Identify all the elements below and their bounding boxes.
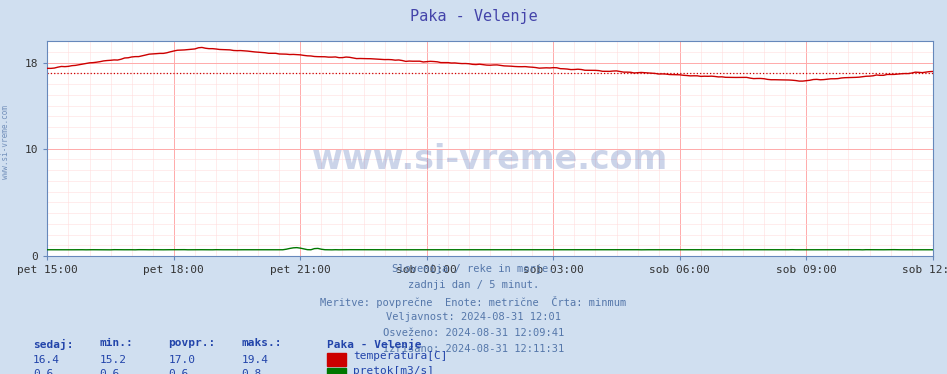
Text: 19.4: 19.4 xyxy=(241,355,269,365)
Text: Meritve: povprečne  Enote: metrične  Črta: minmum: Meritve: povprečne Enote: metrične Črta:… xyxy=(320,296,627,308)
Text: zadnji dan / 5 minut.: zadnji dan / 5 minut. xyxy=(408,280,539,290)
Text: pretok[m3/s]: pretok[m3/s] xyxy=(353,366,435,374)
Text: min.:: min.: xyxy=(99,338,134,349)
Text: 17.0: 17.0 xyxy=(169,355,196,365)
Text: temperatura[C]: temperatura[C] xyxy=(353,352,448,361)
Text: povpr.:: povpr.: xyxy=(169,338,216,349)
Text: 0.6: 0.6 xyxy=(33,369,53,374)
Text: Izrisano: 2024-08-31 12:11:31: Izrisano: 2024-08-31 12:11:31 xyxy=(383,344,564,354)
Text: www.si-vreme.com: www.si-vreme.com xyxy=(312,143,669,176)
Text: Veljavnost: 2024-08-31 12:01: Veljavnost: 2024-08-31 12:01 xyxy=(386,312,561,322)
Text: Slovenija / reke in morje.: Slovenija / reke in morje. xyxy=(392,264,555,274)
Text: maks.:: maks.: xyxy=(241,338,282,349)
Text: sedaj:: sedaj: xyxy=(33,338,74,349)
Text: Paka - Velenje: Paka - Velenje xyxy=(327,338,421,349)
Text: Osveženo: 2024-08-31 12:09:41: Osveženo: 2024-08-31 12:09:41 xyxy=(383,328,564,338)
Text: 16.4: 16.4 xyxy=(33,355,61,365)
Text: 0.8: 0.8 xyxy=(241,369,261,374)
Text: Paka - Velenje: Paka - Velenje xyxy=(410,9,537,24)
Text: www.si-vreme.com: www.si-vreme.com xyxy=(1,105,10,179)
Text: 0.6: 0.6 xyxy=(169,369,188,374)
Text: 0.6: 0.6 xyxy=(99,369,119,374)
Text: 15.2: 15.2 xyxy=(99,355,127,365)
